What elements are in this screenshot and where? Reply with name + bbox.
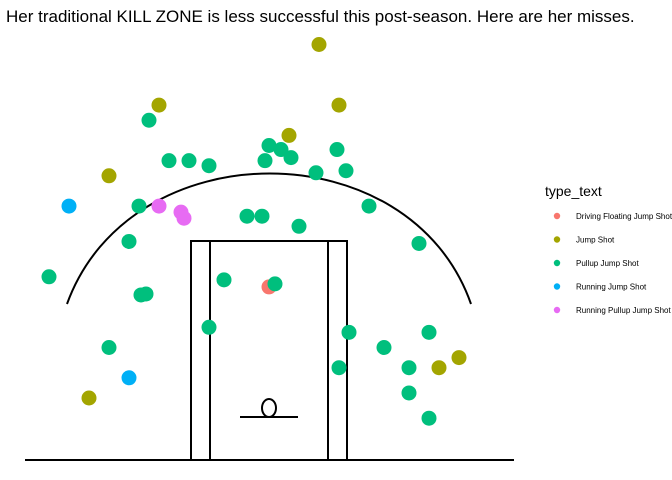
- outer-paint: [190, 240, 348, 461]
- legend-title: type_text: [545, 183, 602, 199]
- rim: [261, 398, 277, 418]
- shot-point-running-jump-shot: [61, 198, 77, 214]
- shot-point-pullup-jump-shot: [329, 142, 345, 158]
- shot-point-pullup-jump-shot: [308, 165, 324, 181]
- shot-point-pullup-jump-shot: [201, 158, 217, 174]
- shot-point-pullup-jump-shot: [421, 324, 437, 340]
- shot-point-pullup-jump-shot: [131, 198, 147, 214]
- shot-point-running-pullup-jump-shot: [176, 210, 192, 226]
- shot-point-running-pullup-jump-shot: [151, 198, 167, 214]
- shot-point-pullup-jump-shot: [411, 235, 427, 251]
- shot-point-pullup-jump-shot: [361, 198, 377, 214]
- shot-point-jump-shot: [311, 37, 327, 52]
- shot-point-pullup-jump-shot: [376, 340, 392, 355]
- shot-point-pullup-jump-shot: [101, 340, 117, 355]
- legend-entries: Driving Floating Jump Shot Jump Shot Pullu…: [553, 212, 672, 315]
- shot-point-pullup-jump-shot: [273, 142, 289, 158]
- shot-point-pullup-jump-shot: [283, 150, 299, 166]
- legend-key-pullup-jump-shot: [553, 259, 561, 267]
- shot-point-pullup-jump-shot: [181, 153, 197, 169]
- shot-point-pullup-jump-shot: [201, 319, 217, 335]
- legend-label-pullup-jump-shot: Pullup Jump Shot: [576, 259, 639, 268]
- shot-point-pullup-jump-shot: [41, 269, 57, 285]
- shot-point-pullup-jump-shot: [338, 163, 354, 179]
- shot-point-pullup-jump-shot: [401, 360, 417, 376]
- shot-point-pullup-jump-shot: [267, 276, 283, 292]
- shot-point-pullup-jump-shot: [291, 218, 307, 234]
- shot-point-jump-shot: [451, 350, 467, 366]
- shot-point-jump-shot: [281, 127, 297, 143]
- three-point-arc: [66, 172, 472, 305]
- shot-point-pullup-jump-shot: [331, 360, 347, 376]
- shot-point-jump-shot: [331, 97, 347, 113]
- shot-point-jump-shot: [81, 390, 97, 406]
- shot-point-pullup-jump-shot: [239, 208, 255, 224]
- shot-point-pullup-jump-shot: [341, 324, 357, 340]
- shot-point-pullup-jump-shot: [121, 233, 137, 249]
- shot-point-pullup-jump-shot: [257, 153, 273, 169]
- shot-point-pullup-jump-shot: [254, 208, 270, 224]
- basketball-court: [25, 172, 514, 461]
- shot-point-running-jump-shot: [121, 370, 137, 386]
- legend-key-running-jump-shot: [553, 283, 561, 290]
- legend-label-driving-floating-jump-shot: Driving Floating Jump Shot: [576, 212, 672, 221]
- shot-point-pullup-jump-shot: [401, 385, 417, 401]
- shot-point-pullup-jump-shot: [161, 153, 177, 169]
- shot-point-pullup-jump-shot: [261, 138, 277, 153]
- legend: type_text Driving Floating Jump Shot Jump…: [545, 183, 672, 315]
- shot-point-jump-shot: [151, 97, 167, 113]
- shot-point-pullup-jump-shot: [421, 410, 437, 426]
- shot-points: [41, 37, 467, 426]
- shot-point-pullup-jump-shot: [216, 272, 232, 288]
- legend-label-jump-shot: Jump Shot: [576, 236, 615, 245]
- chart-title: Her traditional KILL ZONE is less succes…: [6, 7, 635, 26]
- legend-key-driving-floating-jump-shot: [553, 212, 561, 220]
- legend-label-running-pullup-jump-shot: Running Pullup Jump Shot: [576, 306, 672, 315]
- legend-key-running-pullup-jump-shot: [553, 306, 561, 314]
- legend-label-running-jump-shot: Running Jump Shot: [576, 283, 647, 292]
- legend-key-jump-shot: [553, 236, 561, 243]
- shot-point-pullup-jump-shot: [138, 286, 154, 302]
- shot-point-pullup-jump-shot: [141, 112, 157, 128]
- shot-point-jump-shot: [431, 360, 447, 376]
- shot-point-jump-shot: [101, 168, 117, 184]
